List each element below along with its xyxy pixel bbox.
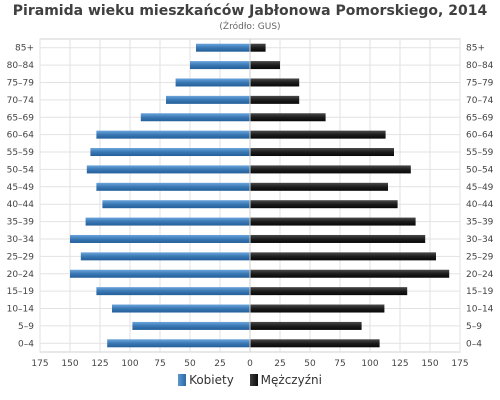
legend-item-kobiety[interactable]: Kobiety [178,373,234,387]
x-tick-label: 125 [391,359,408,369]
y-tick-label-right: 65–69 [466,113,494,123]
bar-mezczyzni [250,200,398,209]
y-tick-label-left: 85+ [15,44,34,54]
y-tick-label-right: 85+ [466,44,485,54]
x-tick-label: 125 [91,359,108,369]
y-tick-label-left: 75–79 [7,78,35,88]
y-tick-label-right: 60–64 [466,131,494,141]
bar-mezczyzni [250,252,436,261]
y-tick-label-left: 45–49 [7,183,35,193]
y-tick-label-left: 35–39 [7,218,35,228]
y-tick-label-left: 60–64 [7,131,35,141]
bar-mezczyzni [250,287,408,296]
bar-mezczyzni [250,78,300,87]
y-tick-label-right: 35–39 [466,218,494,228]
y-tick-label-left: 5–9 [18,322,34,332]
y-tick-label-right: 55–59 [466,148,494,158]
y-tick-label-left: 10–14 [7,305,35,315]
bar-kobiety [175,78,250,87]
y-tick-label-left: 70–74 [7,96,35,106]
chart-subtitle: (Źródło: GUS) [219,22,281,32]
y-tick-label-right: 45–49 [466,183,494,193]
x-tick-label: 175 [451,359,468,369]
bar-kobiety [190,61,250,70]
y-tick-label-right: 15–19 [466,287,494,297]
x-tick-label: 100 [361,359,378,369]
y-tick-label-left: 40–44 [7,200,35,210]
y-tick-label-right: 50–54 [466,165,494,175]
bar-mezczyzni [250,339,380,348]
y-tick-label-left: 0–4 [18,339,34,349]
x-tick-label: 75 [334,359,345,369]
y-tick-label-left: 20–24 [7,270,35,280]
bar-mezczyzni [250,304,385,313]
bar-kobiety [102,200,251,209]
bar-mezczyzni [250,217,416,226]
x-tick-label: 150 [61,359,78,369]
x-tick-label: 100 [121,359,138,369]
y-tick-label-right: 5–9 [466,322,482,332]
x-tick-label: 25 [274,359,285,369]
bar-mezczyzni [250,165,411,174]
bar-kobiety [86,165,250,174]
y-tick-label-right: 0–4 [466,339,482,349]
bar-mezczyzni [250,95,300,104]
bar-mezczyzni [250,113,326,122]
legend-swatch-mezczyzni [249,374,258,386]
y-tick-label-left: 65–69 [7,113,35,123]
y-tick-label-left: 55–59 [7,148,35,158]
y-tick-label-left: 80–84 [7,61,35,71]
x-tick-label: 75 [154,359,165,369]
y-tick-label-left: 25–29 [7,252,35,262]
y-tick-label-left: 30–34 [7,235,35,245]
chart-legend: Kobiety Mężczyźni [0,373,500,387]
bar-mezczyzni [250,148,394,157]
bar-kobiety [96,130,251,139]
y-tick-label-right: 80–84 [466,61,494,71]
y-tick-label-left: 50–54 [7,165,35,175]
y-tick-label-right: 75–79 [466,78,494,88]
legend-swatch-kobiety [178,374,187,386]
bar-kobiety [70,234,250,243]
x-tick-label: 0 [247,359,253,369]
bar-mezczyzni [250,43,266,52]
bar-kobiety [132,321,250,330]
legend-label-mezczyzni: Mężczyźni [260,373,322,387]
y-tick-label-right: 70–74 [466,96,494,106]
x-tick-label: 175 [31,359,48,369]
x-tick-label: 150 [421,359,438,369]
y-tick-label-right: 40–44 [466,200,494,210]
bar-kobiety [96,182,251,191]
y-tick-label-right: 20–24 [466,270,494,280]
x-tick-label: 50 [184,359,196,369]
bar-kobiety [196,43,250,52]
bar-kobiety [96,287,251,296]
x-tick-label: 25 [214,359,225,369]
bar-kobiety [140,113,250,122]
bar-kobiety [90,148,251,157]
x-tick-label: 50 [304,359,316,369]
chart-title: Piramida wieku mieszkańców Jabłonowa Pom… [12,3,488,19]
bar-mezczyzni [250,130,386,139]
legend-label-kobiety: Kobiety [189,373,234,387]
bar-mezczyzni [250,269,450,278]
bar-kobiety [112,304,250,313]
y-tick-label-right: 30–34 [466,235,494,245]
bar-kobiety [107,339,250,348]
bar-mezczyzni [250,61,280,70]
bar-kobiety [70,269,250,278]
y-tick-label-left: 15–19 [7,287,35,297]
legend-item-mezczyzni[interactable]: Mężczyźni [249,373,322,387]
bar-mezczyzni [250,234,426,243]
bar-mezczyzni [250,182,388,191]
bar-kobiety [166,95,250,104]
bar-kobiety [85,217,250,226]
y-tick-label-right: 25–29 [466,252,494,262]
bar-mezczyzni [250,321,362,330]
bar-kobiety [80,252,250,261]
y-tick-label-right: 10–14 [466,305,494,315]
